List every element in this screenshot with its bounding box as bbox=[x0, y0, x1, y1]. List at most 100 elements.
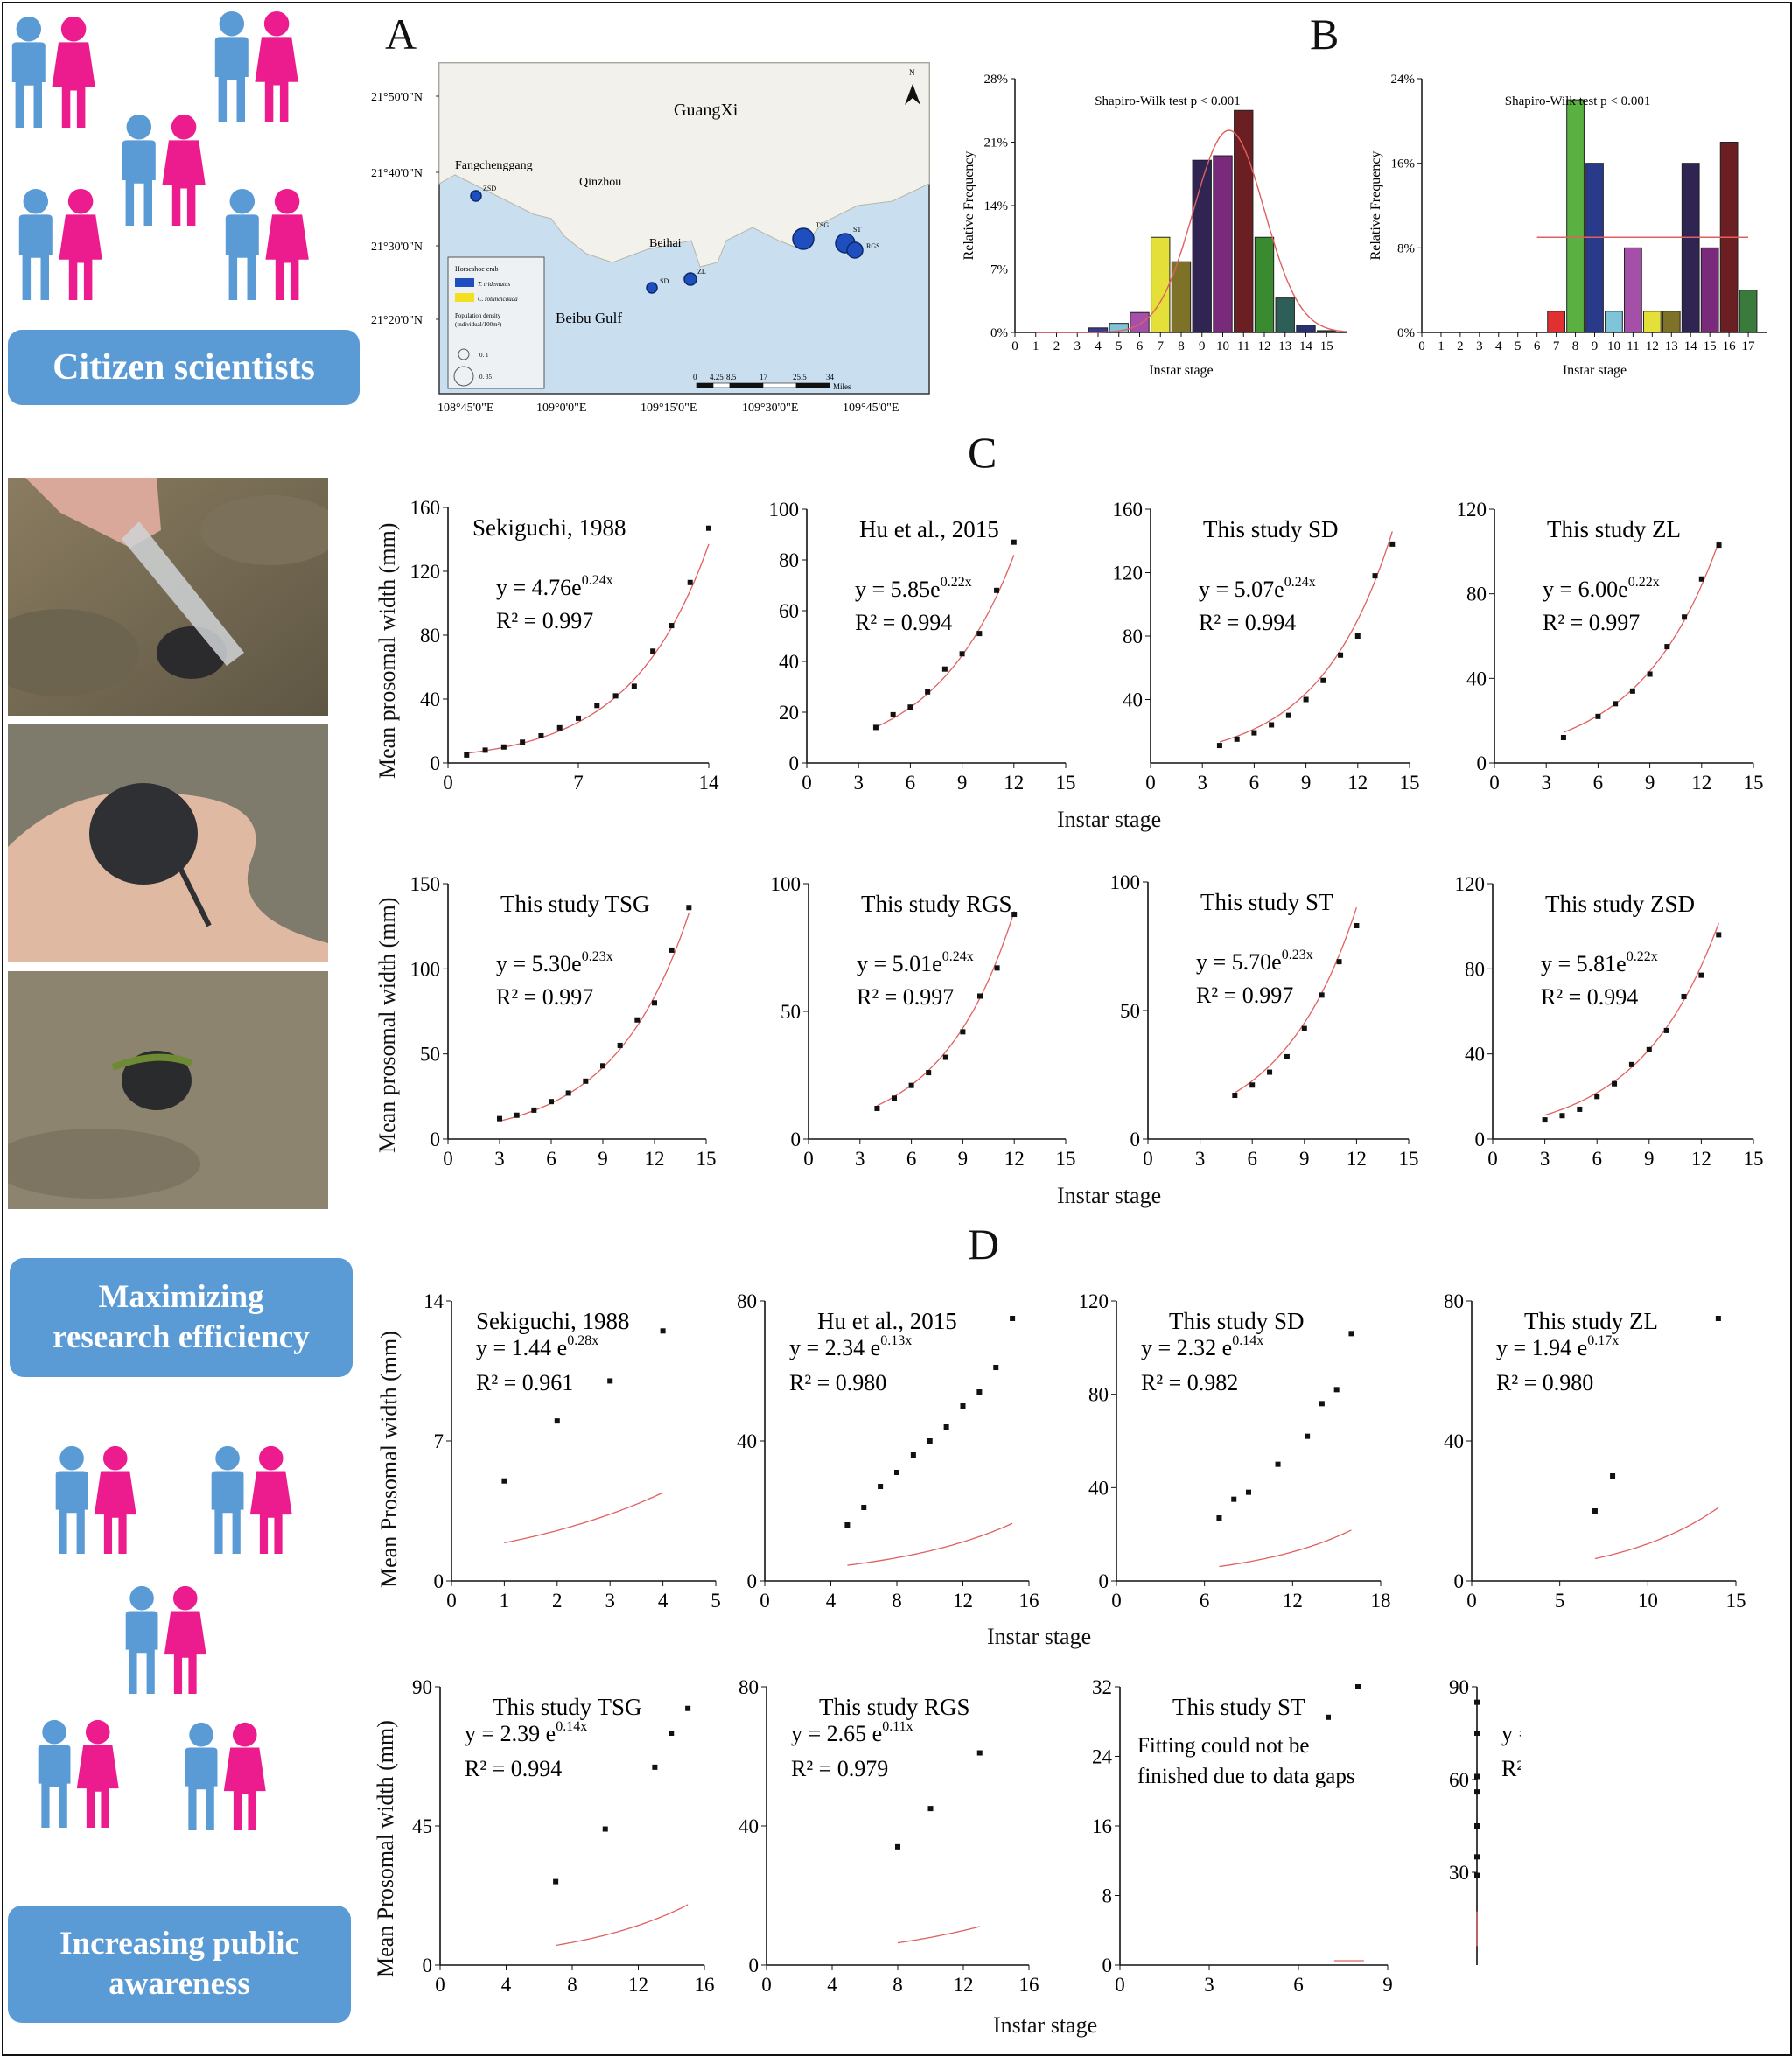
chart-title: This study RGS bbox=[861, 891, 1012, 917]
chart-title: This study SD bbox=[1203, 516, 1339, 542]
data-point bbox=[1012, 912, 1018, 918]
data-point bbox=[1716, 932, 1722, 938]
chart-title: Hu et al., 2015 bbox=[817, 1308, 957, 1334]
hist-bar bbox=[1605, 311, 1623, 333]
data-point bbox=[501, 1478, 508, 1484]
map-lat-label: 21°30'0"N bbox=[371, 241, 423, 254]
map-lat-label: 21°50'0"N bbox=[371, 91, 423, 104]
chart-title: Sekiguchi, 1988 bbox=[476, 1308, 630, 1334]
chart-title: This study ZL bbox=[1547, 516, 1681, 542]
data-point bbox=[556, 724, 563, 731]
y-tick-label: 160 bbox=[410, 497, 441, 519]
x-tick-label: 3 bbox=[853, 772, 864, 794]
data-point bbox=[1250, 1082, 1256, 1088]
x-tick-label: 9 bbox=[1299, 1148, 1310, 1170]
data-point bbox=[600, 1063, 606, 1069]
hist-xtick: 12 bbox=[1258, 339, 1271, 353]
badge-line-1: Increasing public bbox=[60, 1925, 299, 1962]
scale-tick: 8.5 bbox=[726, 373, 737, 381]
data-point bbox=[617, 1042, 623, 1048]
people-pair-icon bbox=[18, 188, 102, 301]
hist-xtick: 11 bbox=[1237, 339, 1250, 353]
data-point bbox=[976, 1389, 983, 1395]
y-tick-label: 8 bbox=[1102, 1885, 1113, 1907]
site-label-rgs: RGS bbox=[866, 242, 880, 250]
x-tick-label: 0 bbox=[1143, 1148, 1153, 1170]
hist-bar bbox=[1642, 311, 1662, 333]
y-tick-label: 32 bbox=[1092, 1676, 1112, 1698]
data-point bbox=[583, 1078, 589, 1084]
data-point bbox=[1474, 1773, 1480, 1780]
c-row2-xlabel: Instar stage bbox=[1057, 1183, 1162, 1208]
hist-xtick: 14 bbox=[1684, 339, 1698, 353]
map-place-guangxi: GuangXi bbox=[674, 101, 738, 120]
fit-curve bbox=[897, 1926, 980, 1944]
hist-xtick: 16 bbox=[1723, 339, 1737, 353]
hist-xtick: 13 bbox=[1665, 339, 1678, 353]
data-point bbox=[1390, 541, 1396, 547]
legend-swatch-tridentatus bbox=[455, 278, 474, 287]
y-tick-label: 40 bbox=[1123, 689, 1143, 711]
people-pair-icon bbox=[11, 16, 95, 129]
data-point bbox=[976, 1750, 983, 1756]
x-tick-label: 6 bbox=[1250, 772, 1260, 794]
x-tick-label: 15 bbox=[1399, 1148, 1419, 1170]
map-lat-label: 21°40'0"N bbox=[371, 167, 423, 180]
x-tick-label: 5 bbox=[1555, 1590, 1565, 1612]
hist-xtick: 6 bbox=[1137, 339, 1144, 353]
y-tick-label: 80 bbox=[1123, 626, 1143, 647]
data-point bbox=[1320, 677, 1326, 683]
x-tick-label: 0 bbox=[443, 772, 453, 794]
chart-title: Hu et al., 2015 bbox=[859, 516, 999, 542]
map-place-beibu-gulf: Beibu Gulf bbox=[556, 310, 622, 326]
x-tick-label: 0 bbox=[1489, 772, 1500, 794]
y-tick-label: 80 bbox=[1466, 584, 1487, 605]
data-point bbox=[1301, 1025, 1307, 1031]
hist-bar bbox=[1151, 236, 1171, 333]
hist-xtick: 0 bbox=[1012, 339, 1018, 353]
scale-tick: 4.25 bbox=[710, 373, 724, 381]
site-marker-tsg bbox=[792, 227, 815, 250]
data-point bbox=[1474, 1854, 1480, 1860]
chart-title: This study RGS bbox=[819, 1694, 970, 1720]
data-point bbox=[1354, 633, 1361, 639]
photo-crab-in-hand bbox=[8, 724, 328, 962]
data-point bbox=[878, 1484, 884, 1489]
north-arrow-icon bbox=[905, 84, 920, 105]
hist-xtick: 1 bbox=[1032, 339, 1040, 353]
data-point bbox=[907, 704, 914, 710]
equation-exponent: 0.14x bbox=[1232, 1333, 1264, 1348]
x-tick-label: 18 bbox=[1371, 1590, 1391, 1612]
fit-equation: y = 2.65 e0.11x bbox=[791, 1719, 914, 1746]
x-tick-label: 6 bbox=[1293, 1974, 1304, 1996]
equation-exponent: 0.22x bbox=[1628, 575, 1660, 590]
data-point bbox=[1354, 922, 1360, 928]
y-tick-label: 60 bbox=[1449, 1769, 1469, 1791]
hist-xtick: 3 bbox=[1476, 339, 1483, 353]
y-tick-label: 0 bbox=[1477, 752, 1488, 774]
fit-equation: y = 2.39 e0.14x bbox=[465, 1719, 587, 1746]
chart-title: This study ZL bbox=[1524, 1308, 1658, 1334]
data-point bbox=[1613, 701, 1619, 707]
hist-ytick: 28% bbox=[984, 73, 1009, 87]
hist-xtick: 13 bbox=[1278, 339, 1292, 353]
data-point bbox=[1612, 1080, 1618, 1087]
y-tick-label: 45 bbox=[412, 1815, 432, 1837]
x-tick-label: 9 bbox=[1645, 772, 1656, 794]
equation-exponent: 0.23x bbox=[582, 949, 613, 964]
data-point bbox=[943, 1424, 949, 1430]
site-label-st: ST bbox=[853, 226, 861, 234]
equation-base: y = 6.00e bbox=[1543, 577, 1628, 602]
x-tick-label: 0 bbox=[1145, 772, 1156, 794]
data-point bbox=[1542, 1117, 1548, 1123]
data-point bbox=[1319, 992, 1325, 998]
hist-xtick: 6 bbox=[1534, 339, 1541, 353]
hist-bar bbox=[1130, 311, 1150, 333]
data-point bbox=[993, 1365, 999, 1370]
map-lon-label: 109°0'0"E bbox=[536, 402, 586, 415]
data-point bbox=[706, 525, 711, 531]
x-tick-label: 4 bbox=[826, 1590, 836, 1612]
data-point bbox=[874, 1105, 880, 1111]
data-point bbox=[685, 1705, 691, 1711]
equation-exponent: 0.24x bbox=[582, 573, 613, 588]
